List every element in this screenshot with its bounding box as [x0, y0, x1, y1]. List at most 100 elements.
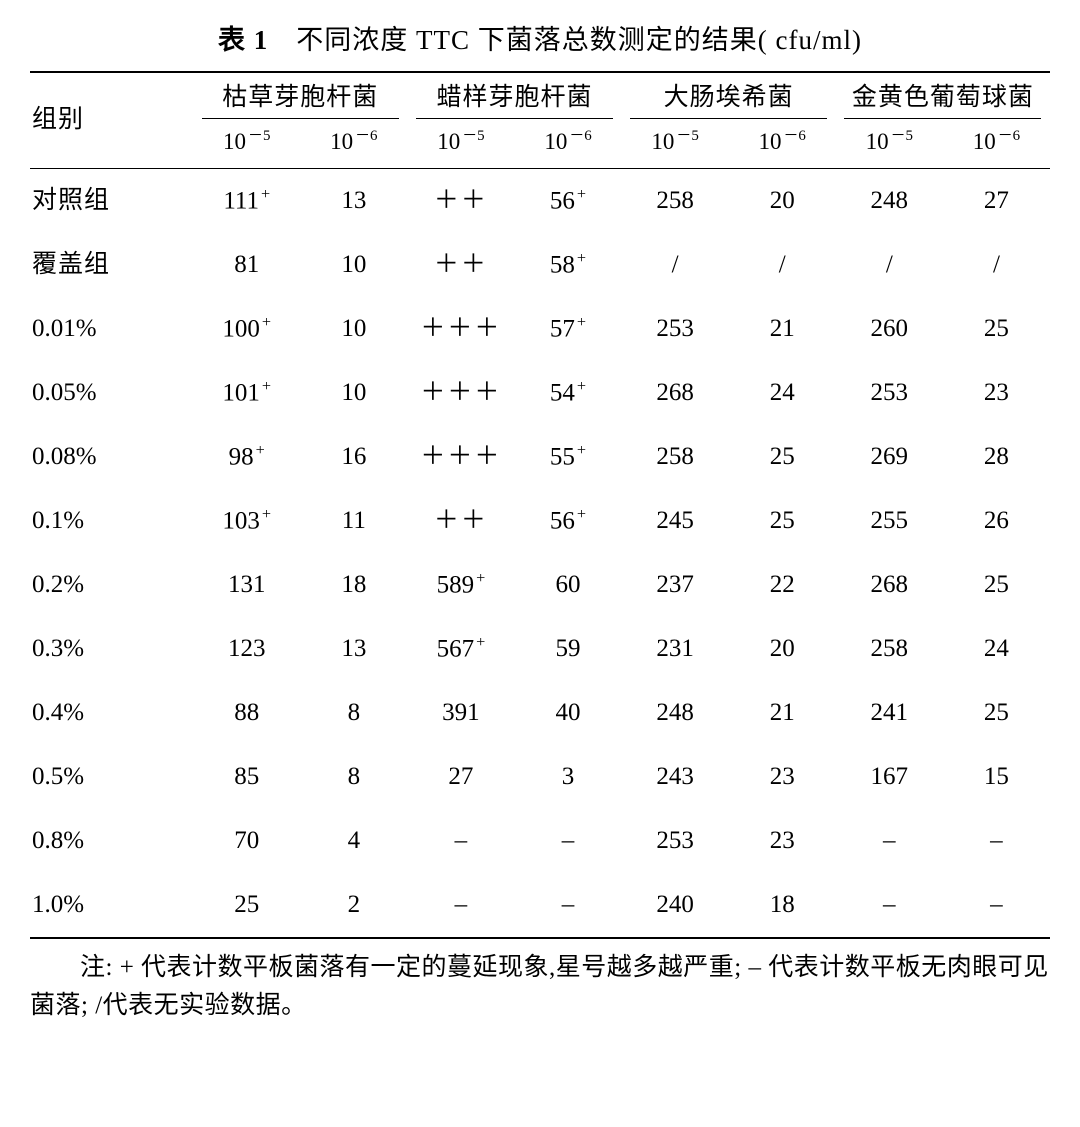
table-body: 对照组111+13＋＋56+2582024827覆盖组8110＋＋58+////… — [30, 168, 1050, 938]
table-row: 对照组111+13＋＋56+2582024827 — [30, 168, 1050, 233]
dilution-header: 10－6 — [300, 119, 407, 168]
data-cell: / — [943, 233, 1050, 297]
row-label: 0.01% — [30, 297, 193, 361]
data-cell: 111+ — [193, 168, 300, 233]
table-row: 1.0%252––24018–– — [30, 873, 1050, 938]
row-label: 0.4% — [30, 681, 193, 745]
data-cell: 248 — [622, 681, 729, 745]
data-cell: 55+ — [514, 425, 621, 489]
data-cell: 231 — [622, 617, 729, 681]
row-label: 1.0% — [30, 873, 193, 938]
data-cell: 13 — [300, 617, 407, 681]
data-cell: 13 — [300, 168, 407, 233]
dilution-header: 10－6 — [729, 119, 836, 168]
table-caption: 表 1 不同浓度 TTC 下菌落总数测定的结果( cfu/ml) — [30, 20, 1050, 61]
data-cell: 98+ — [193, 425, 300, 489]
species-header: 大肠埃希菌 — [622, 72, 836, 120]
data-cell: ＋＋＋ — [407, 361, 514, 425]
table-row: 0.3%12313567+592312025824 — [30, 617, 1050, 681]
table-row: 覆盖组8110＋＋58+//// — [30, 233, 1050, 297]
data-cell: 54+ — [514, 361, 621, 425]
data-cell: 2 — [300, 873, 407, 938]
data-cell: 27 — [943, 168, 1050, 233]
data-cell: 25 — [943, 553, 1050, 617]
data-cell: 123 — [193, 617, 300, 681]
data-cell: 60 — [514, 553, 621, 617]
data-cell: 20 — [729, 617, 836, 681]
table-row: 0.05%101+10＋＋＋54+2682425323 — [30, 361, 1050, 425]
data-cell: 10 — [300, 297, 407, 361]
data-cell: 245 — [622, 489, 729, 553]
dilution-header: 10－6 — [514, 119, 621, 168]
data-cell: 16 — [300, 425, 407, 489]
data-cell: 18 — [300, 553, 407, 617]
caption-number: 表 1 — [218, 25, 268, 55]
species-0: 枯草芽胞杆菌 — [202, 73, 399, 120]
data-cell: 260 — [836, 297, 943, 361]
row-label: 0.5% — [30, 745, 193, 809]
species-header: 枯草芽胞杆菌 — [193, 72, 407, 120]
species-1: 蜡样芽胞杆菌 — [416, 73, 613, 120]
data-cell: – — [943, 873, 1050, 938]
data-cell: 81 — [193, 233, 300, 297]
data-cell: 15 — [943, 745, 1050, 809]
dilution-header: 10－5 — [622, 119, 729, 168]
species-3: 金黄色葡萄球菌 — [844, 73, 1041, 120]
data-cell: 25 — [943, 297, 1050, 361]
data-cell: 589+ — [407, 553, 514, 617]
data-cell: 268 — [622, 361, 729, 425]
row-label: 对照组 — [30, 168, 193, 233]
table-row: 0.01%100+10＋＋＋57+2532126025 — [30, 297, 1050, 361]
data-cell: 10 — [300, 233, 407, 297]
data-cell: – — [943, 809, 1050, 873]
data-cell: 269 — [836, 425, 943, 489]
data-cell: 56+ — [514, 489, 621, 553]
data-cell: 57+ — [514, 297, 621, 361]
row-label: 0.8% — [30, 809, 193, 873]
data-cell: 4 — [300, 809, 407, 873]
data-cell: 248 — [836, 168, 943, 233]
data-cell: 85 — [193, 745, 300, 809]
data-cell: – — [514, 809, 621, 873]
data-cell: 25 — [729, 489, 836, 553]
data-cell: 237 — [622, 553, 729, 617]
caption-text: 不同浓度 TTC 下菌落总数测定的结果( cfu/ml) — [268, 25, 862, 55]
row-label: 0.2% — [30, 553, 193, 617]
data-cell: 253 — [622, 809, 729, 873]
row-label: 覆盖组 — [30, 233, 193, 297]
data-cell: 243 — [622, 745, 729, 809]
data-cell: 56+ — [514, 168, 621, 233]
data-cell: – — [407, 809, 514, 873]
dilution-header: 10－5 — [193, 119, 300, 168]
dilution-header: 10－6 — [943, 119, 1050, 168]
data-cell: ＋＋ — [407, 489, 514, 553]
data-cell: 10 — [300, 361, 407, 425]
data-cell: 21 — [729, 297, 836, 361]
data-cell: / — [622, 233, 729, 297]
data-cell: 255 — [836, 489, 943, 553]
data-cell: ＋＋ — [407, 233, 514, 297]
data-cell: 167 — [836, 745, 943, 809]
species-2: 大肠埃希菌 — [630, 73, 827, 120]
data-cell: ＋＋ — [407, 168, 514, 233]
data-cell: 24 — [729, 361, 836, 425]
data-cell: 258 — [622, 168, 729, 233]
row-label: 0.1% — [30, 489, 193, 553]
table-row: 0.08%98+16＋＋＋55+2582526928 — [30, 425, 1050, 489]
row-label: 0.3% — [30, 617, 193, 681]
data-cell: 40 — [514, 681, 621, 745]
data-cell: 8 — [300, 681, 407, 745]
species-header: 蜡样芽胞杆菌 — [407, 72, 621, 120]
data-cell: 241 — [836, 681, 943, 745]
table-row: 0.4%888391402482124125 — [30, 681, 1050, 745]
col-group-label: 组别 — [30, 72, 193, 169]
data-cell: 258 — [836, 617, 943, 681]
data-cell: 25 — [943, 681, 1050, 745]
data-cell: 24 — [943, 617, 1050, 681]
data-cell: 391 — [407, 681, 514, 745]
table-row: 0.1%103+11＋＋56+2452525526 — [30, 489, 1050, 553]
dilution-header: 10－5 — [407, 119, 514, 168]
data-cell: 58+ — [514, 233, 621, 297]
data-cell: 18 — [729, 873, 836, 938]
data-cell: – — [407, 873, 514, 938]
